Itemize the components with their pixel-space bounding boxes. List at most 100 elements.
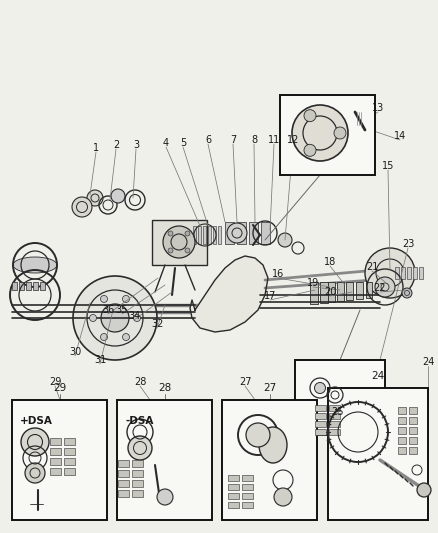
Bar — [398, 427, 406, 434]
Bar — [328, 282, 336, 302]
Bar — [225, 222, 234, 244]
Circle shape — [365, 248, 415, 298]
Bar — [320, 282, 328, 303]
Text: 31: 31 — [94, 355, 106, 365]
Bar — [12, 282, 17, 290]
Bar — [118, 480, 129, 487]
Circle shape — [134, 314, 141, 321]
Circle shape — [227, 223, 247, 243]
Bar — [193, 226, 196, 244]
Text: 5: 5 — [180, 138, 186, 148]
Bar — [401, 267, 405, 279]
Circle shape — [128, 436, 152, 460]
Bar — [242, 502, 253, 508]
Text: 11: 11 — [268, 135, 280, 145]
Text: 34: 34 — [128, 311, 140, 321]
Bar — [409, 437, 417, 444]
Bar — [419, 267, 423, 279]
Circle shape — [314, 383, 325, 393]
Bar — [132, 470, 143, 477]
Bar — [366, 282, 372, 298]
Ellipse shape — [259, 427, 287, 463]
Bar — [118, 460, 129, 467]
Bar — [222, 400, 317, 520]
Circle shape — [25, 463, 45, 483]
Bar — [64, 448, 75, 455]
Text: 14: 14 — [394, 131, 406, 141]
Bar — [228, 493, 239, 499]
Bar — [329, 429, 340, 435]
Bar — [346, 282, 353, 300]
Circle shape — [89, 314, 96, 321]
Bar — [407, 267, 411, 279]
Bar — [249, 222, 258, 244]
Circle shape — [417, 483, 431, 497]
Bar — [395, 267, 399, 279]
Bar — [118, 470, 129, 477]
Circle shape — [163, 226, 195, 258]
Circle shape — [304, 110, 316, 122]
Text: 20: 20 — [324, 287, 336, 297]
Circle shape — [168, 248, 173, 253]
Bar — [203, 226, 206, 244]
Circle shape — [100, 295, 107, 302]
Bar — [40, 282, 45, 290]
Bar — [310, 282, 318, 304]
Text: 24: 24 — [371, 371, 385, 381]
Circle shape — [72, 197, 92, 217]
Bar — [117, 400, 212, 520]
Bar — [50, 438, 61, 445]
Bar — [50, 448, 61, 455]
Text: 32: 32 — [151, 319, 163, 329]
Text: 29: 29 — [49, 377, 61, 387]
Text: 17: 17 — [264, 291, 276, 301]
Circle shape — [246, 423, 270, 447]
Text: 24: 24 — [422, 357, 434, 367]
Text: 36: 36 — [102, 305, 114, 315]
Text: -DSA: -DSA — [125, 416, 153, 426]
Bar — [409, 407, 417, 414]
Text: 1: 1 — [93, 143, 99, 153]
Bar — [315, 413, 326, 419]
Bar — [228, 502, 239, 508]
Text: 3: 3 — [133, 140, 139, 150]
Text: 23: 23 — [402, 239, 414, 249]
Bar — [198, 226, 201, 244]
Bar — [50, 468, 61, 475]
Bar — [329, 421, 340, 427]
Ellipse shape — [13, 257, 57, 273]
Bar — [329, 405, 340, 411]
Bar — [33, 282, 38, 290]
Text: +DSA: +DSA — [20, 416, 53, 426]
Text: 6: 6 — [205, 135, 211, 145]
Text: 28: 28 — [134, 377, 146, 387]
Circle shape — [304, 144, 316, 156]
Text: 21: 21 — [366, 262, 378, 272]
Bar — [356, 282, 363, 299]
Bar — [152, 220, 207, 265]
Bar — [213, 226, 216, 244]
Text: 8: 8 — [251, 135, 257, 145]
Bar — [64, 438, 75, 445]
Bar — [328, 388, 428, 520]
Bar — [295, 360, 385, 435]
Circle shape — [274, 488, 292, 506]
Text: 30: 30 — [69, 347, 81, 357]
Circle shape — [87, 190, 103, 206]
Circle shape — [185, 231, 190, 236]
Bar — [208, 226, 211, 244]
Bar — [132, 480, 143, 487]
Text: 13: 13 — [372, 103, 384, 113]
Bar — [242, 493, 253, 499]
Bar — [218, 226, 221, 244]
Circle shape — [123, 295, 130, 302]
Bar — [118, 490, 129, 497]
Circle shape — [292, 105, 348, 161]
Circle shape — [100, 334, 107, 341]
Bar — [50, 458, 61, 465]
Text: 15: 15 — [382, 161, 394, 171]
Circle shape — [278, 233, 292, 247]
Bar — [237, 222, 246, 244]
Bar — [64, 468, 75, 475]
Bar — [398, 417, 406, 424]
